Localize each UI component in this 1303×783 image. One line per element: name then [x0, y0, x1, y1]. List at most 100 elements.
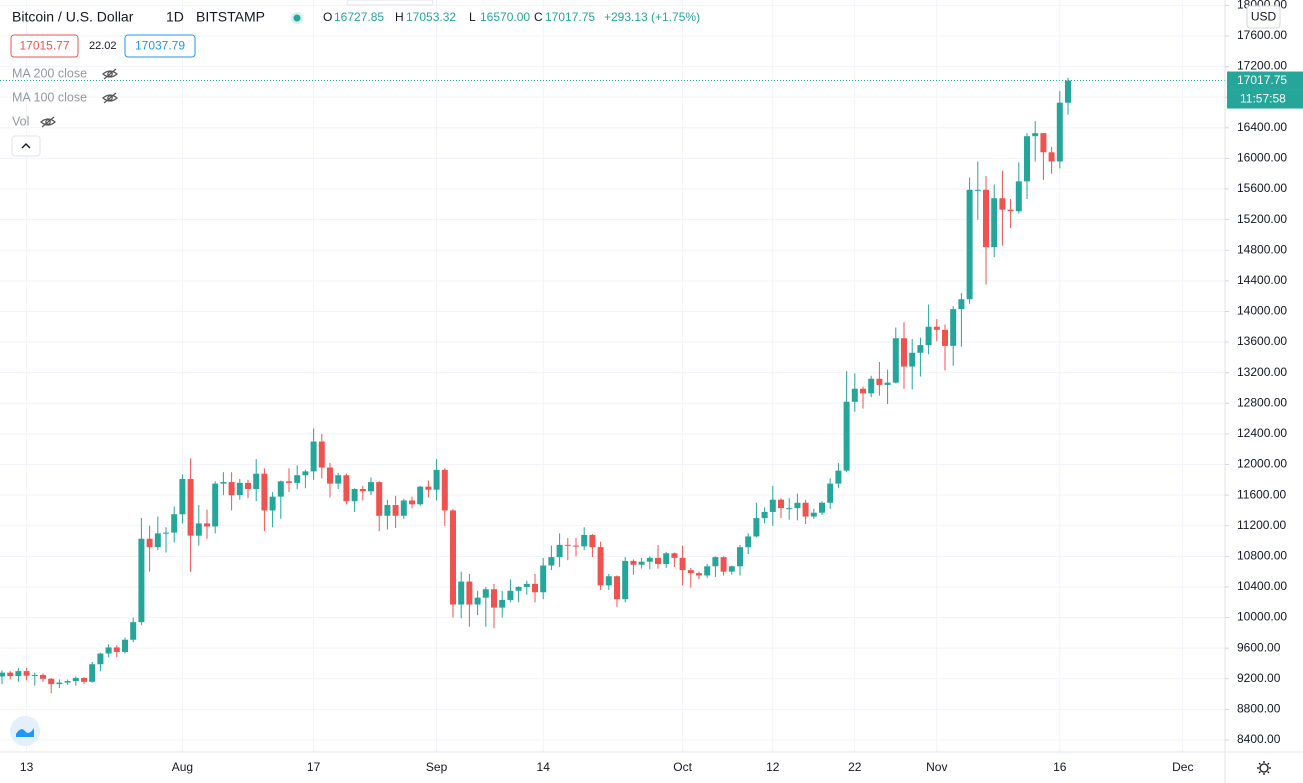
legend-value: 17017.75: [545, 10, 595, 24]
candle-body: [40, 674, 46, 679]
axes: 8400.00 8800.00 9200.00 9600.00 10000.00 1040…: [20, 0, 1303, 774]
y-tick-label: 16000.00: [1237, 151, 1287, 165]
y-tick-label: 14000.00: [1237, 304, 1287, 318]
y-tick-label: 16400.00: [1237, 120, 1287, 134]
candle-body: [515, 586, 522, 591]
candle-body: [48, 678, 55, 685]
legend-value: 16570.00: [480, 10, 530, 24]
ask-box[interactable]: [124, 34, 196, 58]
candle-body: [966, 189, 973, 300]
candle-body: [113, 647, 120, 652]
legend-key: O: [323, 10, 332, 24]
candle-body: [942, 329, 948, 346]
candle-body: [901, 338, 907, 367]
candle-body: [122, 639, 128, 652]
x-tick-label: 16: [1053, 760, 1067, 774]
candle-body: [1032, 133, 1039, 137]
candle-body: [23, 671, 30, 676]
eye-off-icon[interactable]: [102, 68, 118, 80]
candle-body: [663, 553, 670, 564]
candle-body: [474, 597, 481, 605]
x-tick-label: 22: [848, 760, 862, 774]
candle-body: [64, 681, 71, 683]
candle-body: [7, 672, 14, 677]
grid: [0, 0, 1225, 752]
bid-box[interactable]: [10, 34, 79, 58]
candle-body: [827, 483, 834, 503]
collapse-button[interactable]: [11, 135, 41, 157]
candle-body: [335, 475, 342, 484]
candle-body: [556, 544, 563, 558]
candle-body: [573, 545, 579, 547]
indicator-label[interactable]: MA 100 close: [12, 90, 87, 104]
candle-body: [778, 499, 784, 509]
y-tick-label: 12400.00: [1237, 426, 1287, 440]
legend-value: 17053.32: [406, 10, 456, 24]
eye-off-icon[interactable]: [40, 116, 56, 128]
top-tab[interactable]: [346, 0, 434, 6]
candle-body: [523, 583, 530, 587]
y-tick-label: 8800.00: [1237, 702, 1281, 716]
candle-body: [630, 560, 637, 565]
legend-key: C: [534, 10, 543, 24]
candle-body: [687, 570, 694, 574]
x-tick-label: 17: [307, 760, 321, 774]
candle-body: [343, 475, 350, 502]
x-tick-label: Oct: [673, 760, 692, 774]
bid: 17015.77: [19, 39, 69, 53]
x-tick-label: 13: [20, 760, 34, 774]
indicator-label[interactable]: MA 200 close: [12, 66, 87, 80]
candle-body: [810, 512, 817, 517]
candle-body: [991, 198, 998, 248]
legend-value: 16727.85: [334, 10, 384, 24]
y-tick-label: 9600.00: [1237, 640, 1281, 654]
candle-body: [450, 510, 456, 605]
candle-body: [236, 482, 243, 496]
candle-body: [318, 441, 325, 468]
countdown-box: [1227, 89, 1303, 109]
currency-box[interactable]: [1246, 5, 1281, 29]
last-price-label: 17017.75: [1237, 73, 1287, 87]
legend-key: H: [395, 10, 404, 24]
candle-body: [269, 496, 276, 511]
candle-body: [884, 382, 891, 385]
candle-body: [933, 326, 940, 330]
candle-body: [400, 500, 407, 516]
candle-body: [794, 502, 801, 509]
candle-body: [925, 326, 932, 346]
candle-body: [409, 500, 415, 505]
candle-body: [548, 557, 555, 566]
logo[interactable]: [10, 716, 40, 746]
candle-body: [835, 470, 842, 484]
candle-body: [860, 388, 866, 394]
candle-body: [720, 557, 727, 572]
candle-body: [130, 622, 137, 640]
candle-body: [351, 488, 358, 502]
ohlc-legend: O 16727.85 H 17053.32 L 16570.00 C 17017.75: [323, 10, 595, 24]
y-tick-label: 10000.00: [1237, 610, 1287, 624]
candle-body: [745, 536, 752, 548]
candle-body: [589, 534, 596, 548]
interval[interactable]: 1D: [166, 9, 184, 25]
collapse-icon: [21, 143, 31, 149]
y-tick-label: 12800.00: [1237, 395, 1287, 409]
settings-icon[interactable]: [1257, 761, 1271, 775]
candle-body: [245, 482, 251, 489]
y-tick-label: 12000.00: [1237, 457, 1287, 471]
candle-body: [769, 499, 776, 512]
candle-body: [917, 345, 924, 353]
y-tick-label: 10400.00: [1237, 579, 1287, 593]
y-tick-label: 14400.00: [1237, 273, 1287, 287]
candle-body: [540, 565, 547, 593]
candle-body: [786, 508, 793, 510]
candle-body: [482, 589, 489, 598]
y-tick-label: 17200.00: [1237, 59, 1287, 73]
candle-body: [1065, 80, 1071, 103]
candle-body: [753, 518, 760, 537]
eye-off-icon[interactable]: [102, 92, 118, 104]
candle-body: [712, 557, 719, 567]
indicator-label[interactable]: Vol: [12, 114, 29, 128]
candle-body: [56, 682, 63, 685]
y-tick-label: 13600.00: [1237, 334, 1287, 348]
